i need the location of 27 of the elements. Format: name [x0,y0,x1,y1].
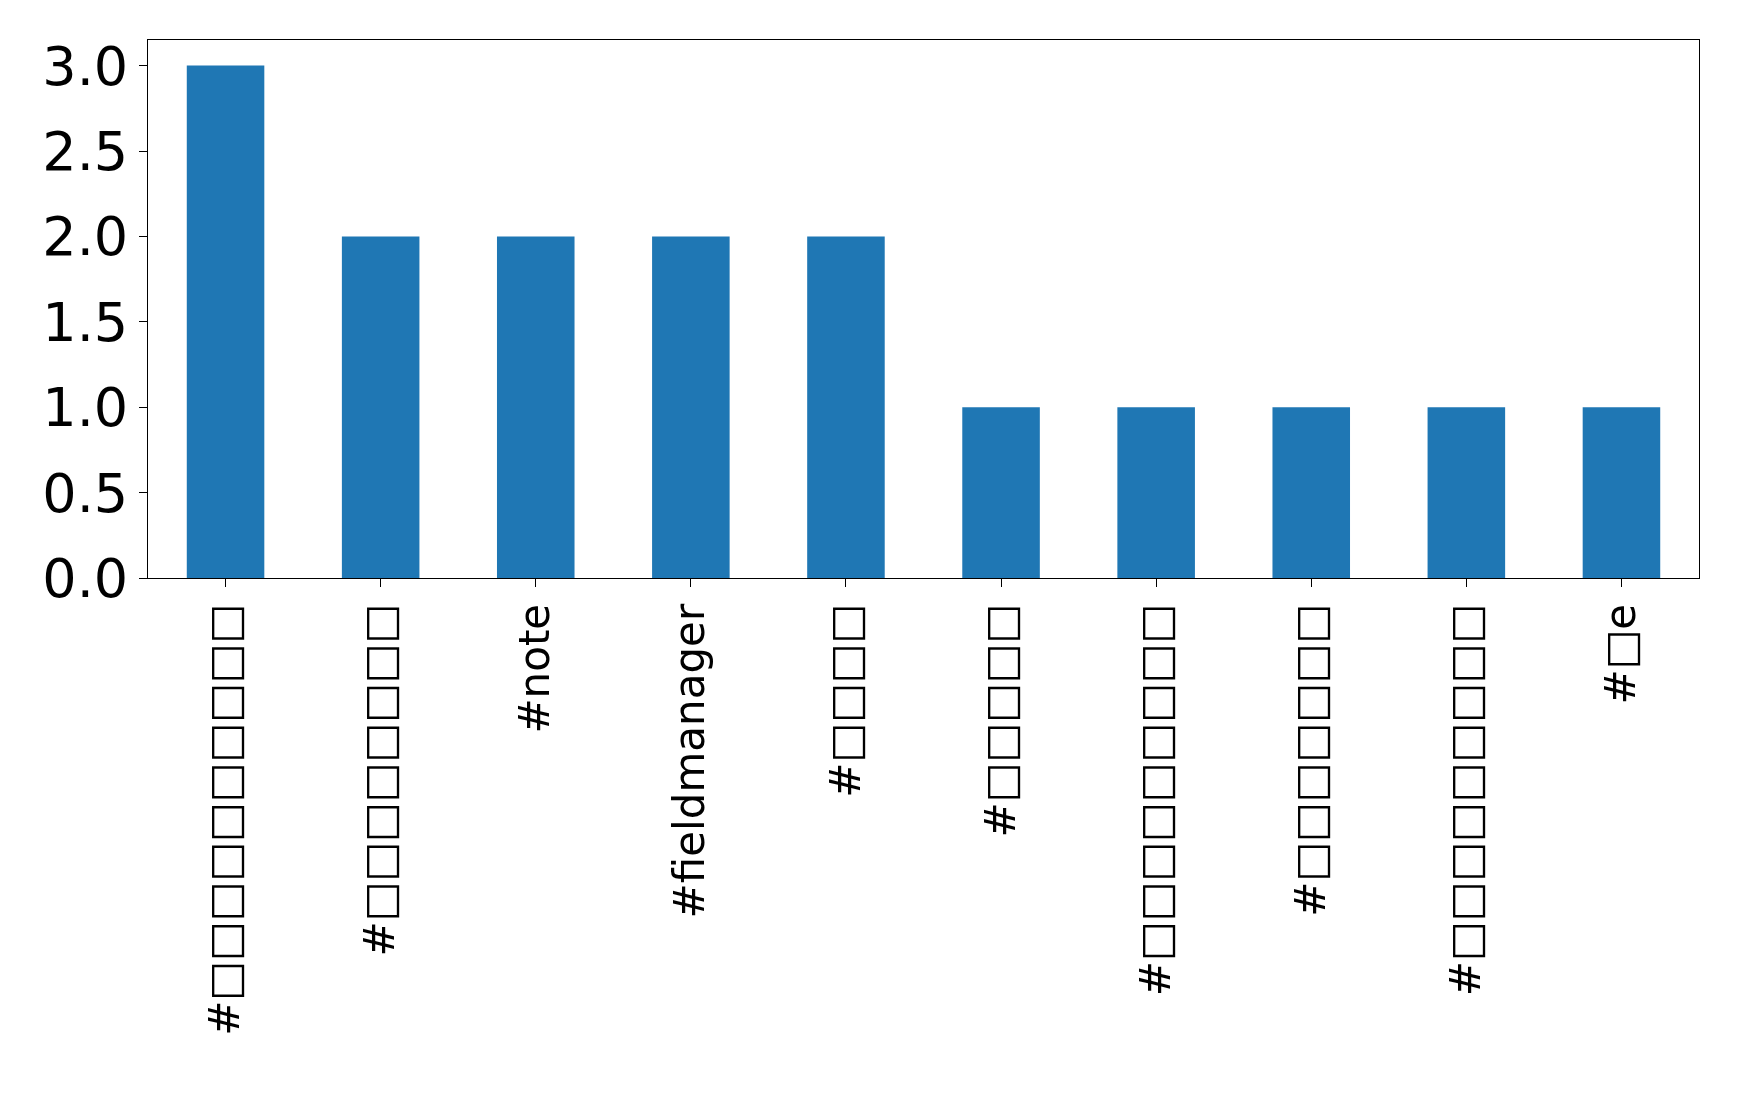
x-tick-label: #□□□□ [820,603,870,798]
x-tick-label: #□□□□□□□□□□ [200,603,250,1036]
bar [496,236,575,578]
x-tick-label: #note [510,603,560,734]
x-tick-label: #□□□□□□□□□ [1130,603,1180,997]
x-tick-label: #□□□□□□□□ [355,603,405,957]
x-tick-label: #□□□□□□□ [1285,603,1335,917]
bar [1272,407,1351,578]
y-tick-label: 1.0 [42,376,129,440]
bar [186,65,265,578]
y-tick-label: 0.0 [42,546,129,610]
bar [1117,407,1195,578]
x-tick-label: #□□□□□□□□□ [1441,603,1490,997]
x-tick-label: #□e [1596,603,1646,705]
bar [1427,407,1506,578]
bar [962,407,1040,578]
y-tick-label: 2.5 [42,119,129,183]
bar [1582,407,1661,578]
x-tick-label: #□□□□□ [975,603,1025,838]
y-tick-label: 2.0 [42,205,129,269]
y-tick-label: 1.5 [42,290,129,354]
bar [652,236,730,578]
bar [341,236,420,578]
x-tick-label: #fieldmanager [665,603,715,919]
y-tick-label: 3.0 [42,34,129,98]
bar [807,236,885,578]
y-tick-label: 0.5 [42,461,129,525]
